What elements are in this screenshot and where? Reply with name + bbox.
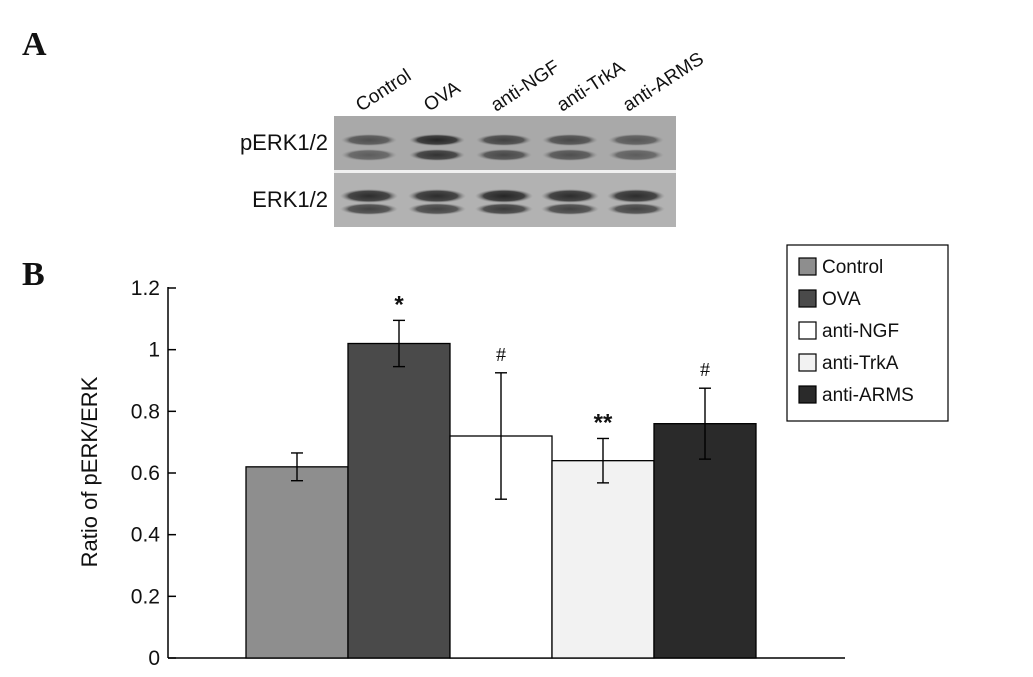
legend-item: anti-TrkA — [798, 353, 899, 374]
error-bar — [495, 372, 507, 500]
legend-item: anti-NGF — [798, 321, 899, 342]
y-tick-label: 0.6 — [131, 462, 160, 485]
blot-lane-label: anti-NGF — [487, 57, 563, 117]
blot-band-perk-upper — [542, 134, 598, 146]
y-tick-label: 1.2 — [131, 277, 160, 300]
significance-mark: * — [394, 291, 404, 318]
blot-row-label: pERK1/2 — [240, 130, 328, 155]
blot-lane-label: anti-ARMS — [619, 49, 707, 117]
blot-band-erk-upper — [541, 189, 599, 203]
blot-band-perk-lower — [409, 149, 465, 161]
blot-band-perk-upper — [608, 134, 664, 146]
bar-control — [245, 466, 349, 659]
y-tick-label: 0.2 — [131, 585, 160, 608]
legend-label: anti-NGF — [822, 321, 899, 342]
significance-mark: ** — [594, 409, 613, 436]
error-bar — [291, 452, 303, 482]
legend-swatch — [798, 321, 817, 340]
y-tick-label: 1 — [148, 339, 160, 362]
significance-mark: # — [496, 344, 506, 366]
legend-swatch — [798, 257, 817, 276]
error-bar — [699, 387, 711, 460]
legend-item: OVA — [798, 289, 861, 310]
blot-band-erk-lower — [541, 203, 599, 215]
blot-band-erk-upper — [475, 189, 533, 203]
panel-label-b: B — [22, 256, 45, 293]
blot-band-perk-upper — [476, 134, 532, 146]
error-bar — [393, 319, 405, 368]
blot-lane-label: anti-TrkA — [553, 57, 629, 116]
blot-band-perk-upper — [409, 134, 465, 146]
bar-ova — [347, 342, 451, 659]
legend-label: Control — [822, 257, 883, 278]
y-tick-label: 0.4 — [131, 524, 161, 547]
blot-band-perk-upper — [341, 134, 397, 146]
blot-band-erk-lower — [340, 203, 398, 215]
legend-label: anti-TrkA — [822, 353, 899, 374]
error-bar — [597, 437, 609, 484]
legend-item: Control — [798, 257, 883, 278]
blot-band-erk-lower — [607, 203, 665, 215]
blot-row-label: ERK1/2 — [252, 187, 328, 212]
blot-band-perk-lower — [542, 149, 598, 161]
legend-label: anti-ARMS — [822, 385, 914, 406]
y-tick-label: 0 — [148, 647, 160, 670]
panel-label-a: A — [22, 26, 47, 63]
y-tick-label: 0.8 — [131, 400, 160, 423]
blot-band-perk-lower — [341, 149, 397, 161]
legend-swatch — [798, 385, 817, 404]
blot-band-erk-upper — [607, 189, 665, 203]
blot-band-erk-upper — [340, 189, 398, 203]
blot-band-perk-lower — [608, 149, 664, 161]
blot-band-erk-upper — [408, 189, 466, 203]
blot-band-erk-lower — [475, 203, 533, 215]
legend-item: anti-ARMS — [798, 385, 914, 406]
legend-label: OVA — [822, 289, 861, 310]
legend-swatch — [798, 353, 817, 372]
bar-chart: 0 0.2 0.4 0.6 0.8 1 1.2 Ratio of pERK/ERK * # **… — [77, 277, 845, 670]
legend-swatch — [798, 289, 817, 308]
y-axis-label: Ratio of pERK/ERK — [77, 376, 102, 567]
significance-mark: # — [700, 359, 710, 381]
legend: Control OVA anti-NGF anti-TrkA anti-ARMS — [786, 244, 949, 422]
bar-anti-trka — [551, 460, 655, 659]
blot-band-erk-lower — [408, 203, 466, 215]
blot-band-perk-lower — [476, 149, 532, 161]
blot-lane-label: Control — [352, 65, 415, 116]
blot-lane-label: OVA — [420, 77, 464, 116]
